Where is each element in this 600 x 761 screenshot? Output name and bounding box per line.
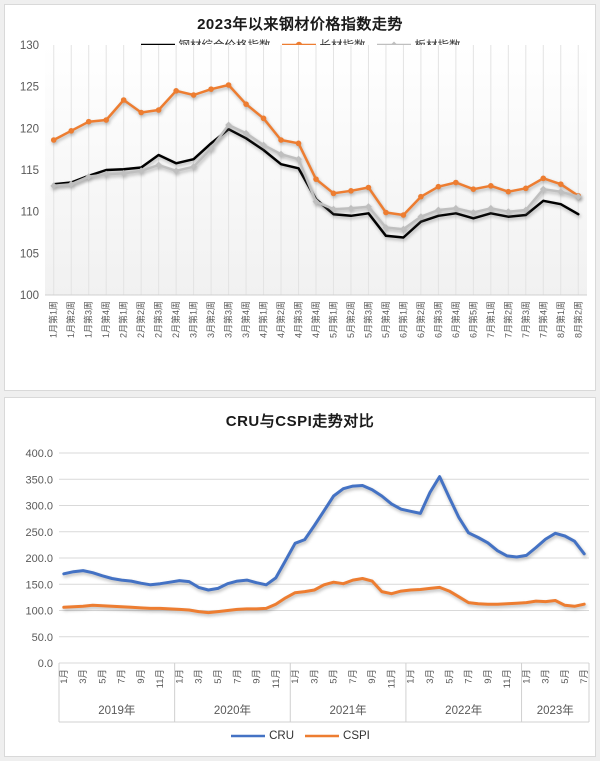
svg-text:11月: 11月	[386, 669, 397, 688]
svg-text:110: 110	[21, 207, 39, 219]
svg-text:5月第3周: 5月第3周	[362, 301, 373, 338]
svg-text:5月: 5月	[97, 669, 108, 684]
svg-text:1月: 1月	[521, 669, 532, 684]
legend-label: CSPI	[343, 730, 370, 742]
svg-text:6月第1周: 6月第1周	[397, 301, 408, 338]
svg-text:9月: 9月	[483, 669, 494, 684]
svg-text:7月第3周: 7月第3周	[520, 301, 531, 338]
svg-text:1月第2周: 1月第2周	[65, 301, 76, 338]
svg-text:120: 120	[20, 123, 39, 135]
svg-text:11月: 11月	[271, 669, 282, 688]
svg-text:7月: 7月	[348, 669, 359, 684]
svg-text:5月: 5月	[560, 669, 571, 684]
svg-text:1月: 1月	[59, 669, 70, 684]
svg-text:7月第4周: 7月第4周	[537, 301, 548, 338]
svg-text:7月: 7月	[232, 669, 243, 684]
svg-text:400.0: 400.0	[25, 448, 53, 460]
svg-text:1月: 1月	[290, 669, 301, 684]
svg-text:2020年: 2020年	[214, 703, 251, 717]
svg-text:7月: 7月	[464, 669, 475, 684]
svg-text:3月: 3月	[78, 669, 89, 684]
svg-text:2023年: 2023年	[537, 703, 574, 717]
svg-text:1月第1周: 1月第1周	[48, 301, 59, 338]
legend-item-cspi: CSPI	[304, 730, 370, 742]
cru-cspi-chart-title: CRU与CSPI走势对比	[225, 413, 375, 430]
svg-text:5月第2周: 5月第2周	[345, 301, 356, 338]
svg-text:3月第1周: 3月第1周	[188, 301, 199, 338]
svg-text:3月第2周: 3月第2周	[205, 301, 216, 338]
steel-price-line-chart: 100 105 110 115 120 125 130 1月第1周 1月第2周 1月第3周 1月第4…	[20, 40, 587, 338]
svg-text:5月第1周: 5月第1周	[327, 301, 338, 338]
svg-text:0.0: 0.0	[38, 658, 53, 670]
svg-text:5月: 5月	[329, 669, 340, 684]
svg-text:350.0: 350.0	[25, 474, 53, 486]
svg-text:50.0: 50.0	[32, 632, 53, 644]
svg-text:7月第1周: 7月第1周	[485, 301, 496, 338]
svg-text:1月: 1月	[406, 669, 417, 684]
svg-text:3月第4周: 3月第4周	[240, 301, 251, 338]
svg-text:3月: 3月	[541, 669, 552, 684]
svg-text:2月第4周: 2月第4周	[170, 301, 181, 338]
svg-text:6月第4周: 6月第4周	[450, 301, 461, 338]
svg-text:7月: 7月	[117, 669, 128, 684]
svg-text:5月: 5月	[213, 669, 224, 684]
svg-text:3月: 3月	[425, 669, 436, 684]
svg-text:9月: 9月	[367, 669, 378, 684]
svg-text:150.0: 150.0	[25, 579, 53, 591]
svg-text:11月: 11月	[155, 669, 166, 688]
svg-text:5月第4周: 5月第4周	[380, 301, 391, 338]
svg-text:100.0: 100.0	[25, 606, 53, 618]
svg-text:5月: 5月	[444, 669, 455, 684]
cspi-line-swatch	[304, 731, 340, 741]
svg-text:130: 130	[20, 40, 39, 52]
svg-text:6月第3周: 6月第3周	[432, 301, 443, 338]
svg-text:3月: 3月	[194, 669, 205, 684]
svg-text:2月第1周: 2月第1周	[118, 301, 129, 338]
svg-text:300.0: 300.0	[25, 501, 53, 513]
svg-text:6月第5周: 6月第5周	[467, 301, 478, 338]
svg-text:2019年: 2019年	[98, 703, 135, 717]
svg-text:115: 115	[21, 165, 39, 177]
svg-text:100: 100	[20, 290, 39, 302]
svg-text:200.0: 200.0	[25, 553, 53, 565]
svg-text:3月: 3月	[309, 669, 320, 684]
svg-text:6月第2周: 6月第2周	[415, 301, 426, 338]
svg-text:9月: 9月	[252, 669, 263, 684]
svg-text:4月第3周: 4月第3周	[293, 301, 304, 338]
legend-item-cru: CRU	[230, 730, 294, 742]
svg-text:1月: 1月	[174, 669, 185, 684]
svg-text:4月第2周: 4月第2周	[275, 301, 286, 338]
svg-text:2月第3周: 2月第3周	[153, 301, 164, 338]
svg-text:1月第4周: 1月第4周	[100, 301, 111, 338]
svg-text:4月第4周: 4月第4周	[310, 301, 321, 338]
svg-text:2022年: 2022年	[445, 703, 482, 717]
svg-text:11月: 11月	[502, 669, 513, 688]
svg-text:8月第2周: 8月第2周	[572, 301, 583, 338]
svg-text:7月第2周: 7月第2周	[502, 301, 513, 338]
cru-cspi-chart-legend: CRU CSPI	[5, 730, 595, 742]
steel-price-chart-panel: 2023年以来钢材价格指数走势 钢材综合价格指数 长材指数 板材指数 10010…	[4, 4, 596, 391]
svg-text:1月第3周: 1月第3周	[83, 301, 94, 338]
svg-text:9月: 9月	[136, 669, 147, 684]
svg-text:7月: 7月	[579, 669, 590, 684]
cru-cspi-chart-panel: CRU与CSPI走势对比 0.0 50.0 100.0 150.0 200.0 250.0…	[4, 397, 596, 757]
svg-text:2月第2周: 2月第2周	[135, 301, 146, 338]
legend-label: CRU	[269, 730, 295, 742]
svg-text:8月第1周: 8月第1周	[555, 301, 566, 338]
svg-text:2021年: 2021年	[330, 703, 367, 717]
cru-line-swatch	[230, 731, 266, 741]
svg-text:4月第1周: 4月第1周	[258, 301, 269, 338]
svg-text:250.0: 250.0	[25, 527, 53, 539]
svg-text:105: 105	[20, 248, 39, 260]
steel-chart-title: 2023年以来钢材价格指数走势	[197, 16, 403, 33]
svg-text:3月第3周: 3月第3周	[223, 301, 234, 338]
cru-cspi-line-chart: 0.0 50.0 100.0 150.0 200.0 250.0 300.0 350.0 400…	[25, 448, 590, 723]
svg-text:125: 125	[20, 82, 39, 94]
